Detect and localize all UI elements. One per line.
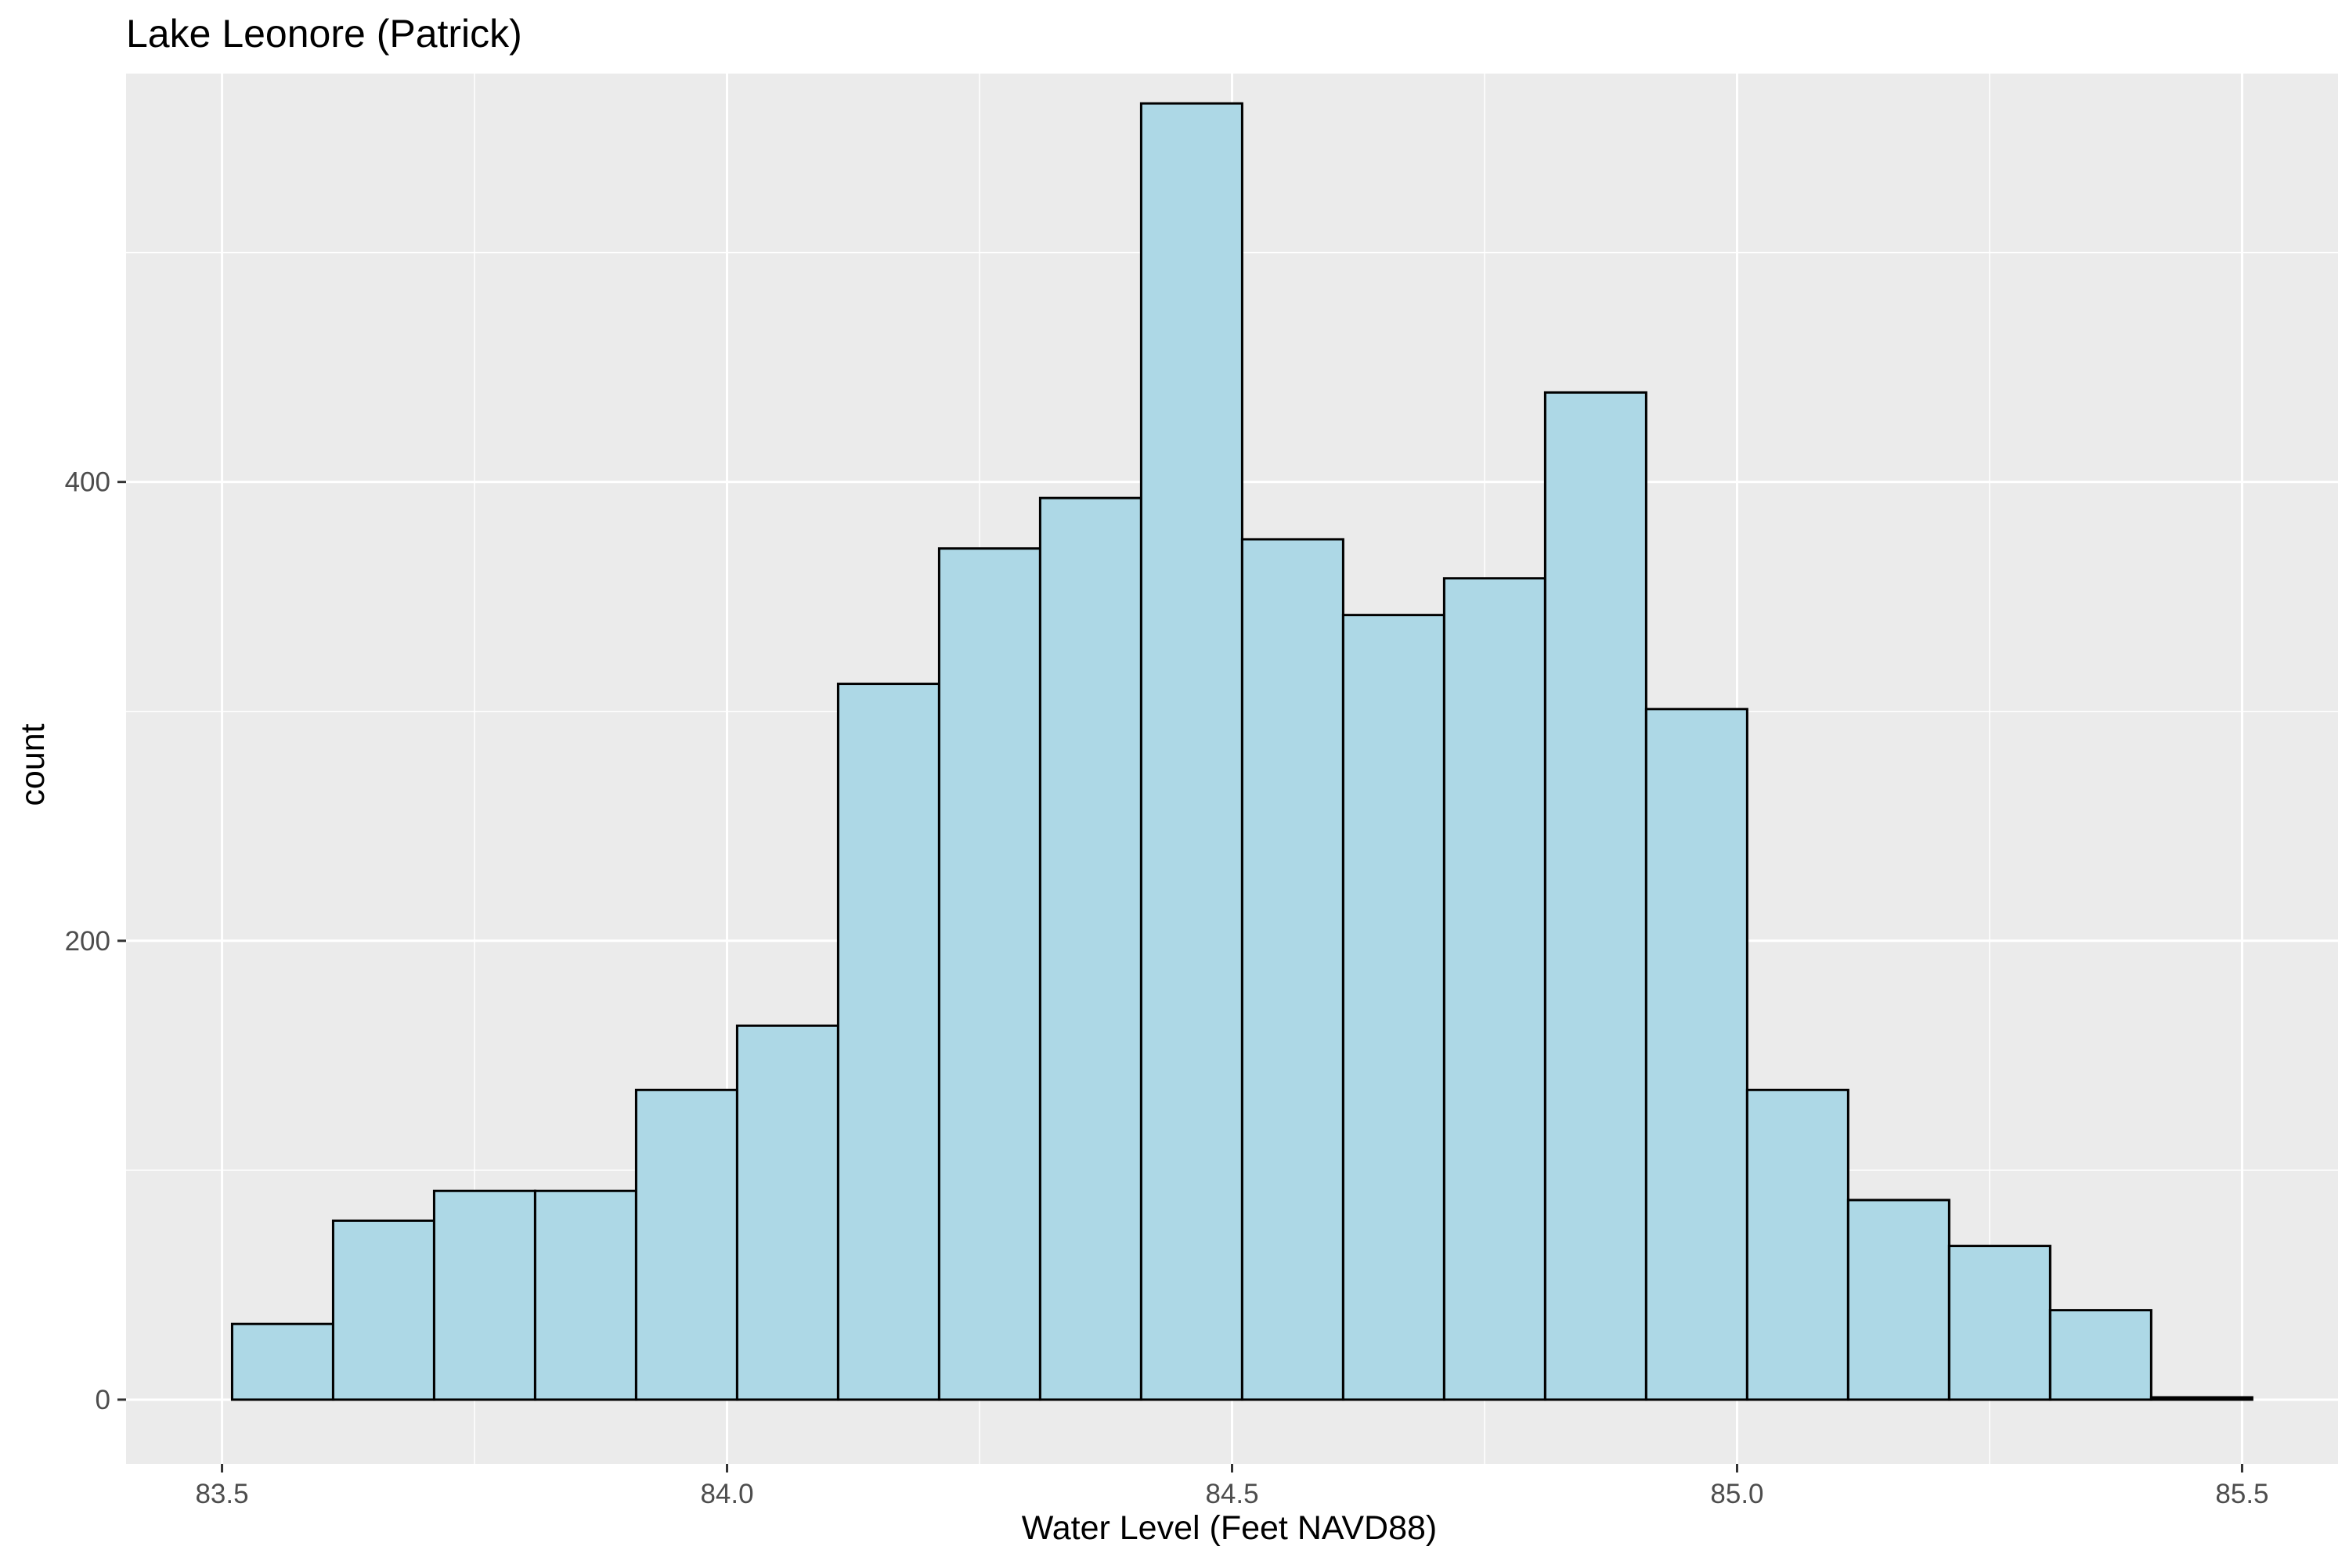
x-tick-label: 84.5: [1205, 1479, 1258, 1509]
histogram-bar: [1545, 392, 1646, 1400]
histogram-bar: [535, 1191, 636, 1400]
histogram-bar: [1949, 1246, 2050, 1400]
y-axis-label: count: [14, 723, 52, 806]
x-axis-label: Water Level (Feet NAVD88): [1022, 1509, 1438, 1547]
histogram-bar: [1141, 103, 1242, 1400]
histogram-bar: [636, 1090, 737, 1400]
chart-title: Lake Leonore (Patrick): [126, 12, 522, 56]
histogram-bar: [434, 1191, 535, 1400]
histogram-bar: [737, 1026, 838, 1400]
histogram-bar: [1444, 579, 1545, 1400]
x-tick-label: 85.0: [1710, 1479, 1763, 1509]
histogram-bar: [2151, 1397, 2252, 1400]
histogram-bar: [2050, 1310, 2151, 1400]
histogram-bar: [232, 1324, 333, 1400]
x-tick-label: 85.5: [2215, 1479, 2268, 1509]
histogram-bar: [1747, 1090, 1848, 1400]
y-tick-label: 400: [65, 467, 110, 498]
y-tick-label: 200: [65, 926, 110, 957]
x-tick-label: 84.0: [700, 1479, 753, 1509]
histogram-bar: [1848, 1200, 1949, 1400]
histogram-bar: [939, 549, 1040, 1400]
histogram-bar: [1646, 709, 1747, 1400]
histogram-bar: [1040, 498, 1141, 1400]
histogram-bar: [1343, 615, 1444, 1400]
histogram-bar: [1242, 539, 1343, 1400]
histogram-bar: [333, 1220, 434, 1400]
x-tick-label: 83.5: [195, 1479, 248, 1509]
y-tick-label: 0: [96, 1385, 110, 1415]
histogram-bar: [838, 684, 939, 1400]
